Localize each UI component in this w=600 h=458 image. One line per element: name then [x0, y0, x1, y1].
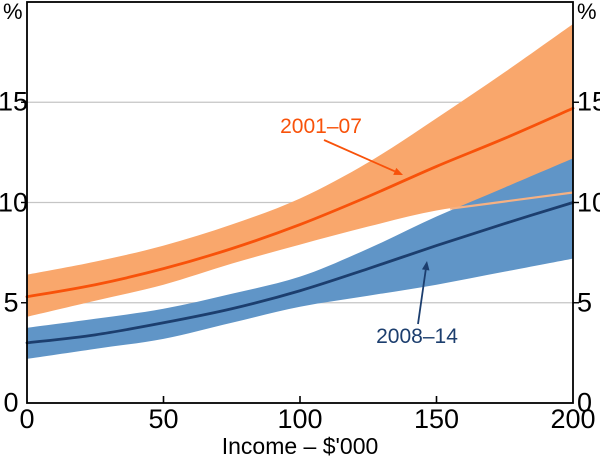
x-tick-label-0: 0 — [19, 404, 35, 434]
band-lower-edge-2001-07 — [450, 191, 574, 210]
x-tick-label-200: 200 — [550, 404, 596, 434]
y-tick-label-right-5: 5 — [577, 287, 593, 318]
mean-line-2001-07 — [25, 106, 575, 299]
band-2008-14 — [27, 158, 573, 359]
annotation-arrow-line-1 — [417, 269, 427, 325]
y-tick-label-left-15: 15 — [0, 86, 29, 117]
annotation-arrowhead-1 — [421, 261, 430, 271]
y-tick-label-right-15: 15 — [577, 86, 600, 117]
y-axis-unit-left: % — [3, 0, 23, 24]
annotation-arrow-line-0 — [323, 139, 396, 173]
x-tick-label-100: 100 — [277, 404, 323, 434]
series-label-2008-14: 2008–14 — [376, 325, 458, 348]
y-tick-label-left-0: 0 — [3, 387, 19, 418]
mean-line-2008-14 — [25, 201, 575, 345]
annotation-arrowhead-0 — [393, 167, 403, 175]
x-tick-label-50: 50 — [148, 404, 179, 434]
y-tick-label-left-10: 10 — [0, 187, 29, 217]
series-label-2001-07: 2001–07 — [280, 115, 362, 138]
y-tick-label-left-5: 5 — [3, 287, 19, 318]
y-axis-unit-right: % — [577, 0, 597, 24]
y-tick-label-right-0: 0 — [577, 387, 593, 418]
y-tick-label-right-10: 10 — [577, 187, 600, 217]
x-tick-label-150: 150 — [413, 404, 460, 434]
x-axis-title: Income – $'000 — [221, 433, 379, 458]
